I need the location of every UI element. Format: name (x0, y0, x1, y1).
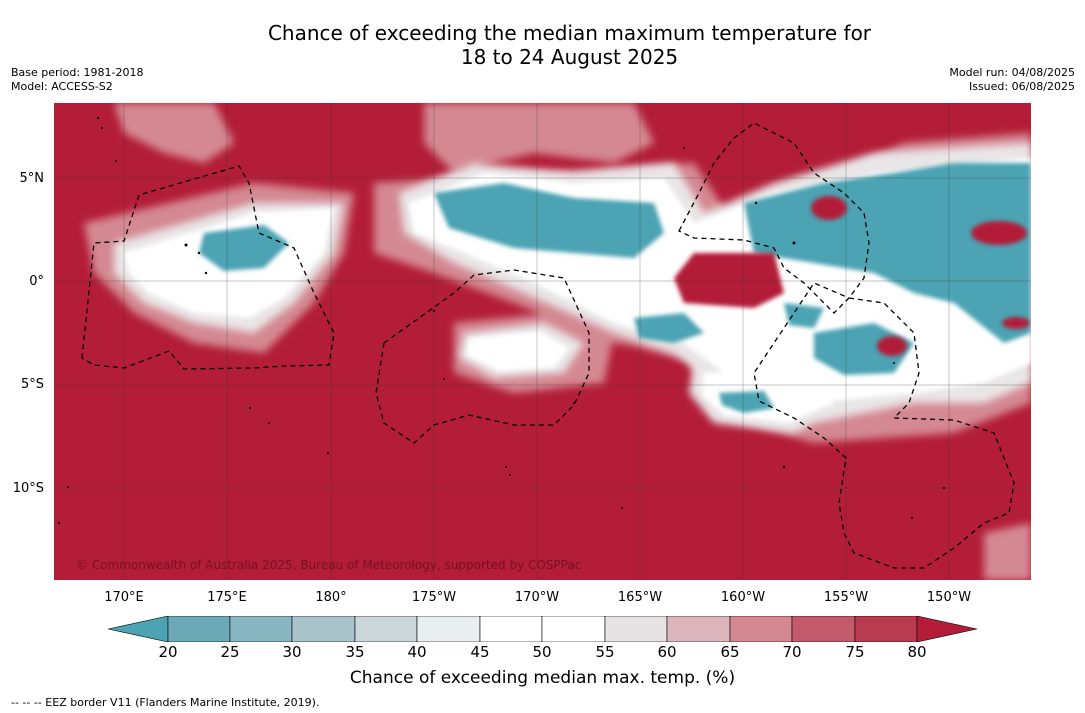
colorbar-bin-60-65 (666, 616, 731, 642)
eez-borders (81, 122, 1015, 569)
colorbar-tick-60: 60 (657, 643, 677, 661)
colorbar-bin-30-35 (291, 616, 356, 642)
meta-left: Base period: 1981-2018 Model: ACCESS-S2 (11, 66, 143, 94)
eez-footnote: -- -- -- EEZ border V11 (Flanders Marine… (11, 696, 320, 709)
colorbar-tick-45: 45 (470, 643, 490, 661)
lon-label-180: 180° (315, 590, 347, 605)
lon-label-170e: 170°E (104, 590, 144, 605)
copyright-notice: © Commonwealth of Australia 2025, Bureau… (76, 558, 582, 572)
colorbar-tick-40: 40 (407, 643, 427, 661)
colorbar-bin-25-30 (229, 616, 293, 642)
colorbar-tick-75: 75 (845, 643, 865, 661)
graticule (54, 103, 1031, 580)
colorbar-bin-45-50 (479, 616, 543, 642)
colorbar-bin-35-40 (354, 616, 418, 642)
colorbar-max-arrow (916, 616, 978, 642)
title-line-1: Chance of exceeding the median maximum t… (267, 21, 872, 45)
lon-label-175e: 175°E (207, 590, 247, 605)
issued-date: Issued: 06/08/2025 (968, 80, 1075, 93)
colorbar-tick-70: 70 (782, 643, 802, 661)
lon-label-155w: 155°W (823, 590, 869, 605)
colorbar-tick-55: 55 (595, 643, 615, 661)
lon-label-160w: 160°W (720, 590, 766, 605)
colorbar-bin-20-25 (167, 616, 231, 642)
model-name: Model: ACCESS-S2 (11, 80, 113, 93)
colorbar-bin-70-75 (791, 616, 856, 642)
red-pocket-layer (674, 196, 1030, 356)
colorbar-tick-80: 80 (907, 643, 927, 661)
colorbar-bin-50-55 (541, 616, 606, 642)
title-line-2: 18 to 24 August 2025 (460, 45, 679, 69)
colorbar-bin-40-45 (416, 616, 481, 642)
lon-label-175w: 175°W (411, 590, 457, 605)
islands (57, 116, 945, 525)
lat-label-0: 0° (29, 274, 44, 289)
colorbar-tick-50: 50 (532, 643, 552, 661)
lat-label-10s: 10°S (12, 481, 44, 496)
colorbar-tick-35: 35 (345, 643, 365, 661)
colorbar-label: Chance of exceeding median max. temp. (%… (349, 668, 736, 688)
map-title: Chance of exceeding the median maximum t… (0, 21, 1085, 69)
lat-label-5s: 5°S (20, 377, 44, 392)
colorbar-tick-25: 25 (220, 643, 240, 661)
meta-right: Model run: 04/08/2025 Issued: 06/08/2025 (949, 66, 1075, 94)
map-area: © Commonwealth of Australia 2025, Bureau… (54, 103, 1031, 580)
colorbar-bin-65-70 (729, 616, 793, 642)
forecast-map-svg (54, 103, 1031, 580)
lat-label-5n: 5°N (19, 171, 45, 186)
colorbar-tick-20: 20 (158, 643, 178, 661)
model-run: Model run: 04/08/2025 (949, 66, 1075, 79)
lon-label-165w: 165°W (617, 590, 663, 605)
colorbar (108, 616, 978, 642)
colorbar-bin-75-80 (854, 616, 918, 642)
colorbar-bin-55-60 (604, 616, 668, 642)
base-period: Base period: 1981-2018 (11, 66, 144, 79)
colorbar-tick-30: 30 (282, 643, 302, 661)
colorbar-tick-65: 65 (720, 643, 740, 661)
lon-label-150w: 150°W (926, 590, 972, 605)
colorbar-min-arrow (108, 616, 169, 642)
lon-label-170w: 170°W (514, 590, 560, 605)
